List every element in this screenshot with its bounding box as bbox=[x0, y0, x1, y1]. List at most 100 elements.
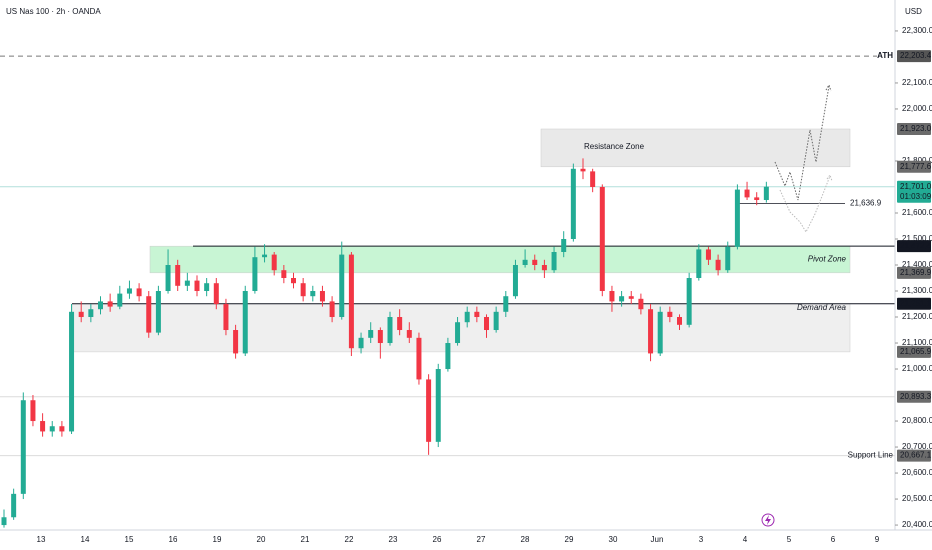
candle-body bbox=[580, 168, 586, 172]
candle-body bbox=[30, 400, 36, 422]
price-label-box bbox=[897, 266, 931, 279]
candle-body bbox=[686, 278, 692, 325]
price-label-box bbox=[897, 50, 931, 63]
candle-body bbox=[271, 254, 277, 271]
candle-body bbox=[416, 337, 422, 380]
candle-body bbox=[484, 317, 489, 331]
y-tick-label: 20,700.0 bbox=[902, 442, 932, 451]
candle-body bbox=[136, 288, 142, 297]
candle-body bbox=[435, 369, 441, 442]
candle-body bbox=[107, 301, 113, 307]
candle-body bbox=[358, 337, 364, 349]
price-label-box bbox=[897, 449, 931, 462]
x-tick-label: Jun bbox=[651, 535, 664, 544]
x-tick-label: 22 bbox=[345, 535, 354, 544]
candle-body bbox=[1, 517, 7, 526]
candle-body bbox=[175, 265, 181, 286]
candle-body bbox=[184, 280, 190, 286]
zone-label: Demand Area bbox=[797, 303, 847, 312]
price-label-box bbox=[897, 122, 931, 135]
price-label-box bbox=[897, 345, 931, 358]
candle-body bbox=[329, 301, 335, 318]
candle-body bbox=[155, 291, 161, 333]
candle-body bbox=[377, 330, 383, 344]
candle-body bbox=[281, 270, 287, 279]
candle-body bbox=[368, 330, 374, 338]
candle-body bbox=[242, 291, 248, 354]
candle-body bbox=[638, 298, 644, 310]
event-bolt bbox=[765, 515, 771, 525]
y-tick-label: 21,400.0 bbox=[902, 260, 932, 269]
projection bbox=[774, 83, 832, 201]
candle-body bbox=[532, 259, 538, 265]
x-tick-label: 29 bbox=[565, 535, 574, 544]
candle-body bbox=[551, 251, 557, 271]
candle-body bbox=[609, 291, 615, 302]
y-tick-label: 21,100.0 bbox=[902, 338, 932, 347]
candle-body bbox=[40, 421, 46, 432]
level-name: Support Line bbox=[848, 451, 894, 460]
price-label-box bbox=[897, 160, 931, 173]
candle-body bbox=[126, 288, 132, 294]
candle-body bbox=[262, 254, 268, 258]
candle-body bbox=[744, 189, 750, 198]
x-tick-label: 26 bbox=[433, 535, 442, 544]
y-tick-label: 22,300.0 bbox=[902, 26, 932, 35]
x-tick-label: 23 bbox=[389, 535, 398, 544]
candle-body bbox=[754, 197, 760, 200]
y-tick-label: 21,800.0 bbox=[902, 156, 932, 165]
candle-body bbox=[233, 330, 239, 354]
price-label: 21,472.4 bbox=[900, 241, 932, 250]
candle-body bbox=[512, 265, 518, 297]
y-tick-label: 21,000.0 bbox=[902, 364, 932, 373]
candle-body bbox=[397, 317, 403, 331]
x-tick-label: 6 bbox=[831, 535, 836, 544]
candle-body bbox=[319, 291, 325, 302]
candle-body bbox=[570, 168, 576, 239]
candle-body bbox=[503, 296, 509, 312]
candle-body bbox=[213, 283, 219, 305]
candles bbox=[1, 158, 769, 528]
zone bbox=[149, 245, 851, 274]
price-label: 20,667.1 bbox=[900, 451, 932, 460]
candle-body bbox=[59, 426, 65, 432]
candle-body bbox=[493, 311, 499, 331]
price-label: 20,893.3 bbox=[900, 392, 932, 401]
candle-body bbox=[455, 322, 461, 344]
candle-body bbox=[445, 343, 451, 370]
candle-body bbox=[426, 379, 432, 442]
candle-body bbox=[146, 296, 152, 333]
candle-body bbox=[117, 293, 123, 307]
y-tick-label: 21,200.0 bbox=[902, 312, 932, 321]
candle-body bbox=[310, 291, 316, 297]
arrow-head bbox=[826, 173, 833, 182]
candle-body bbox=[541, 265, 547, 271]
price-label: 21,923.0 bbox=[900, 124, 932, 133]
x-tick-label: 9 bbox=[875, 535, 880, 544]
price-axis: 22,300.0 22,100.0 22,000.0 21,800.0 21,600.0… bbox=[895, 26, 932, 529]
current-price-label: 21,701.0 bbox=[900, 182, 932, 191]
projection-up bbox=[774, 85, 830, 201]
y-tick-label: 20,600.0 bbox=[902, 468, 932, 477]
candle-body bbox=[705, 249, 711, 260]
candle-body bbox=[88, 309, 94, 318]
x-tick-label: 13 bbox=[37, 535, 46, 544]
countdown: 01:03:09 bbox=[900, 192, 932, 201]
candle-body bbox=[406, 330, 412, 338]
candle-body bbox=[464, 311, 470, 323]
candle-body bbox=[339, 254, 345, 318]
candle-body bbox=[657, 311, 663, 354]
candle-body bbox=[474, 311, 480, 318]
candle-body bbox=[628, 296, 634, 299]
x-tick-label: 15 bbox=[125, 535, 134, 544]
y-tick-label: 21,600.0 bbox=[902, 208, 932, 217]
candle-body bbox=[599, 186, 605, 292]
x-tick-label: 27 bbox=[477, 535, 486, 544]
x-tick-label: 21 bbox=[301, 535, 310, 544]
candle-body bbox=[49, 426, 55, 432]
candle-body bbox=[194, 280, 200, 292]
candle-body bbox=[677, 317, 682, 325]
candle-body bbox=[69, 311, 75, 432]
candle-body bbox=[223, 304, 229, 331]
x-tick-label: 5 bbox=[787, 535, 792, 544]
